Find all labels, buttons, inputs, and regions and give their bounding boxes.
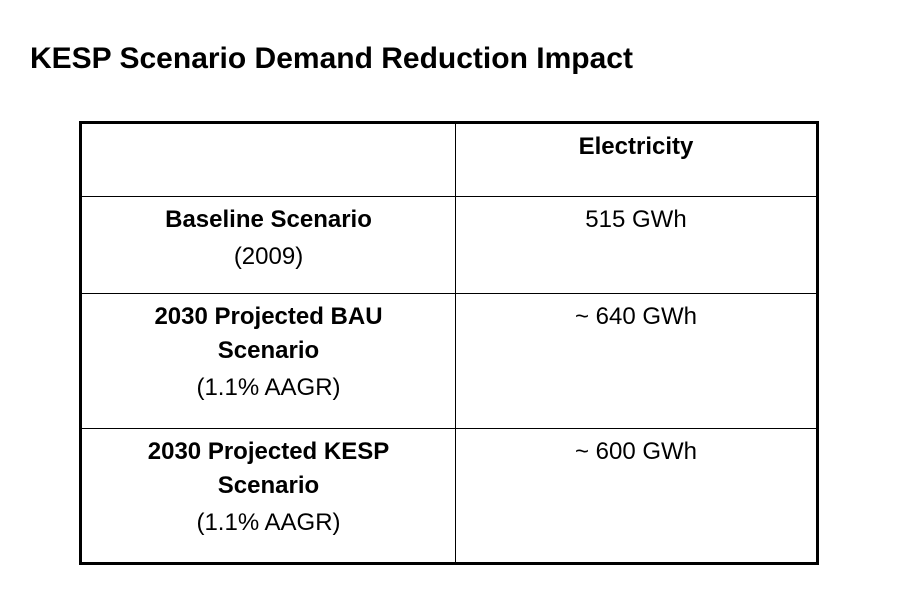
table-row: 2030 Projected BAU Scenario (1.1% AAGR) …	[80, 293, 818, 429]
row-label-cell: Baseline Scenario (2009)	[80, 196, 456, 294]
page-title: KESP Scenario Demand Reduction Impact	[30, 42, 633, 75]
row-label-cell: 2030 Projected BAU Scenario (1.1% AAGR)	[80, 293, 456, 429]
row-label-line: Scenario	[217, 337, 320, 364]
table-header-row: Electricity	[80, 122, 818, 197]
row-label-line: Scenario	[217, 472, 320, 499]
row-sublabel: (2009)	[233, 243, 304, 270]
row-sublabel: (1.1% AAGR)	[196, 374, 341, 401]
row-sublabel: (1.1% AAGR)	[196, 509, 341, 536]
row-value-cell: ~ 640 GWh	[455, 293, 818, 429]
row-label-line: 2030 Projected BAU	[154, 303, 383, 330]
row-label-line: Baseline Scenario	[165, 206, 372, 233]
header-empty-cell	[80, 122, 456, 197]
table-row: 2030 Projected KESP Scenario (1.1% AAGR)…	[80, 428, 818, 564]
row-label-line: 2030 Projected KESP	[147, 438, 390, 465]
row-value: ~ 600 GWh	[574, 438, 698, 465]
row-value: 515 GWh	[585, 206, 687, 233]
row-label-cell: 2030 Projected KESP Scenario (1.1% AAGR)	[80, 428, 456, 564]
header-electricity-cell: Electricity	[455, 122, 818, 197]
column-header-electricity: Electricity	[578, 133, 694, 160]
table-row: Baseline Scenario (2009) 515 GWh	[80, 196, 818, 294]
row-value-cell: ~ 600 GWh	[455, 428, 818, 564]
demand-reduction-table: Electricity Baseline Scenario (2009) 515…	[79, 121, 819, 565]
row-value: ~ 640 GWh	[574, 303, 698, 330]
row-value-cell: 515 GWh	[455, 196, 818, 294]
